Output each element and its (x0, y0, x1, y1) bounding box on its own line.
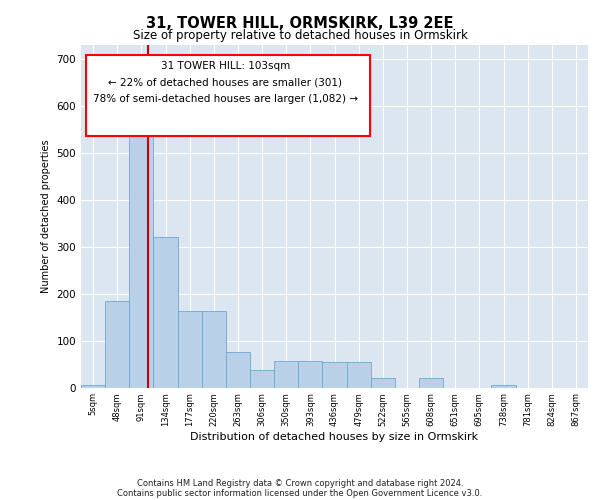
Bar (202, 311, 226, 388)
Y-axis label: Number of detached properties: Number of detached properties (41, 140, 51, 293)
Text: 31, TOWER HILL, ORMSKIRK, L39 2EE: 31, TOWER HILL, ORMSKIRK, L39 2EE (146, 16, 454, 31)
X-axis label: Distribution of detached houses by size in Ormskirk: Distribution of detached houses by size … (190, 432, 479, 442)
Bar (250, 370, 274, 388)
Bar (178, 311, 202, 388)
Bar (274, 361, 298, 388)
Bar (371, 378, 395, 388)
Text: Size of property relative to detached houses in Ormskirk: Size of property relative to detached ho… (133, 29, 467, 42)
Bar (419, 378, 443, 388)
FancyBboxPatch shape (86, 56, 370, 136)
Bar (154, 238, 178, 388)
Bar (491, 385, 515, 388)
Bar (298, 361, 322, 388)
Text: Contains HM Land Registry data © Crown copyright and database right 2024.: Contains HM Land Registry data © Crown c… (137, 479, 463, 488)
Text: 78% of semi-detached houses are larger (1,082) →: 78% of semi-detached houses are larger (… (93, 94, 358, 104)
Bar (322, 362, 347, 388)
Text: Contains public sector information licensed under the Open Government Licence v3: Contains public sector information licen… (118, 489, 482, 498)
Text: 31 TOWER HILL: 103sqm: 31 TOWER HILL: 103sqm (161, 62, 290, 72)
Bar (347, 362, 371, 388)
Text: ← 22% of detached houses are smaller (301): ← 22% of detached houses are smaller (30… (109, 78, 343, 88)
Bar (81, 385, 105, 388)
Bar (226, 352, 250, 388)
Bar (105, 301, 129, 388)
Bar (129, 130, 154, 388)
